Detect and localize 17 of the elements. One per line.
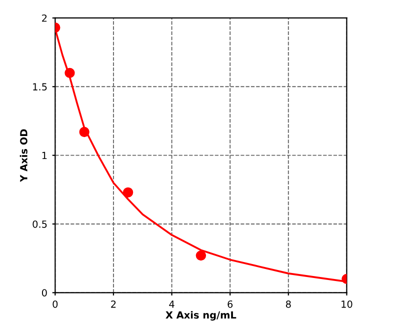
x-tick-label: 2	[111, 300, 116, 308]
point	[122, 187, 134, 198]
y-tick-label: 0	[42, 289, 47, 296]
y-tick-label: 1	[42, 152, 47, 160]
point	[64, 68, 75, 78]
point	[79, 126, 90, 138]
point	[196, 250, 206, 261]
x-tick-label: 4	[169, 300, 174, 308]
y-tick-label: 1.5	[33, 83, 47, 90]
y-tick-label: 2	[42, 14, 47, 22]
x-axis-title: X Axis ng/mL	[166, 311, 236, 321]
x-tick-label: 8	[286, 300, 291, 308]
x-tick-label: 10	[342, 300, 352, 308]
x-tick-label: 6	[228, 300, 233, 308]
x-tick-label: 0	[52, 300, 58, 308]
y-axis-title: Y Axis OD	[20, 129, 28, 182]
y-tick-label: 0.5	[32, 220, 47, 228]
